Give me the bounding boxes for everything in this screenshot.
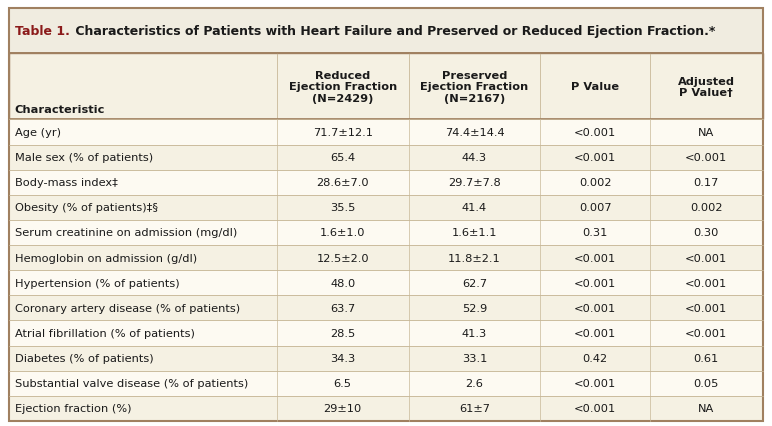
Bar bbox=[9, 9, 763, 54]
Text: <0.001: <0.001 bbox=[574, 128, 616, 138]
Text: <0.001: <0.001 bbox=[574, 378, 616, 388]
Text: 63.7: 63.7 bbox=[330, 303, 355, 313]
Text: 1.6±1.1: 1.6±1.1 bbox=[452, 228, 497, 238]
Text: <0.001: <0.001 bbox=[685, 328, 727, 338]
Text: 0.61: 0.61 bbox=[693, 353, 719, 363]
Text: 0.002: 0.002 bbox=[690, 203, 723, 213]
Text: 28.5: 28.5 bbox=[330, 328, 355, 338]
Text: Ejection fraction (%): Ejection fraction (%) bbox=[15, 403, 131, 413]
Text: 62.7: 62.7 bbox=[462, 278, 487, 288]
Bar bbox=[9, 245, 763, 271]
Text: Hemoglobin on admission (g/dl): Hemoglobin on admission (g/dl) bbox=[15, 253, 197, 263]
Text: Substantial valve disease (% of patients): Substantial valve disease (% of patients… bbox=[15, 378, 248, 388]
Text: Adjusted
P Value†: Adjusted P Value† bbox=[678, 76, 735, 98]
Text: <0.001: <0.001 bbox=[574, 403, 616, 413]
Text: Obesity (% of patients)‡§: Obesity (% of patients)‡§ bbox=[15, 203, 157, 213]
Text: 0.007: 0.007 bbox=[579, 203, 611, 213]
Text: <0.001: <0.001 bbox=[685, 153, 727, 163]
Bar bbox=[9, 170, 763, 195]
Text: Reduced
Ejection Fraction
(N=2429): Reduced Ejection Fraction (N=2429) bbox=[289, 71, 397, 104]
Text: 0.17: 0.17 bbox=[693, 178, 719, 188]
Text: Table 1.: Table 1. bbox=[15, 25, 70, 38]
Bar bbox=[9, 220, 763, 245]
Text: 52.9: 52.9 bbox=[462, 303, 487, 313]
Text: 0.42: 0.42 bbox=[583, 353, 608, 363]
Text: Preserved
Ejection Fraction
(N=2167): Preserved Ejection Fraction (N=2167) bbox=[421, 71, 529, 104]
Text: 0.30: 0.30 bbox=[693, 228, 719, 238]
Bar bbox=[9, 396, 763, 421]
Text: 2.6: 2.6 bbox=[466, 378, 483, 388]
Bar bbox=[9, 120, 763, 145]
Bar bbox=[9, 195, 763, 220]
Text: Body-mass index‡: Body-mass index‡ bbox=[15, 178, 117, 188]
Text: 34.3: 34.3 bbox=[330, 353, 355, 363]
Text: 29.7±7.8: 29.7±7.8 bbox=[449, 178, 501, 188]
Text: Characteristic: Characteristic bbox=[15, 105, 105, 115]
Text: <0.001: <0.001 bbox=[574, 303, 616, 313]
Text: 33.1: 33.1 bbox=[462, 353, 487, 363]
Bar bbox=[9, 345, 763, 371]
Text: <0.001: <0.001 bbox=[574, 328, 616, 338]
Text: Age (yr): Age (yr) bbox=[15, 128, 61, 138]
Text: NA: NA bbox=[698, 403, 714, 413]
Text: <0.001: <0.001 bbox=[685, 278, 727, 288]
Bar bbox=[9, 296, 763, 321]
Text: Serum creatinine on admission (mg/dl): Serum creatinine on admission (mg/dl) bbox=[15, 228, 237, 238]
Text: 12.5±2.0: 12.5±2.0 bbox=[317, 253, 369, 263]
Text: 44.3: 44.3 bbox=[462, 153, 487, 163]
Text: 74.4±14.4: 74.4±14.4 bbox=[445, 128, 504, 138]
Text: 0.31: 0.31 bbox=[582, 228, 608, 238]
Bar bbox=[9, 371, 763, 396]
Text: 35.5: 35.5 bbox=[330, 203, 355, 213]
Text: 1.6±1.0: 1.6±1.0 bbox=[320, 228, 365, 238]
Text: <0.001: <0.001 bbox=[574, 153, 616, 163]
Text: 41.4: 41.4 bbox=[462, 203, 487, 213]
Text: 0.05: 0.05 bbox=[693, 378, 719, 388]
Text: 6.5: 6.5 bbox=[334, 378, 352, 388]
Text: 48.0: 48.0 bbox=[330, 278, 355, 288]
Text: 65.4: 65.4 bbox=[330, 153, 355, 163]
Text: P Value: P Value bbox=[571, 82, 619, 92]
Text: 41.3: 41.3 bbox=[462, 328, 487, 338]
Text: <0.001: <0.001 bbox=[574, 278, 616, 288]
Text: 29±10: 29±10 bbox=[323, 403, 362, 413]
Text: Male sex (% of patients): Male sex (% of patients) bbox=[15, 153, 153, 163]
Text: 61±7: 61±7 bbox=[459, 403, 490, 413]
Text: Characteristics of Patients with Heart Failure and Preserved or Reduced Ejection: Characteristics of Patients with Heart F… bbox=[71, 25, 716, 38]
Bar bbox=[9, 54, 763, 120]
Bar bbox=[9, 321, 763, 346]
Text: <0.001: <0.001 bbox=[574, 253, 616, 263]
Text: 28.6±7.0: 28.6±7.0 bbox=[317, 178, 369, 188]
Text: 0.002: 0.002 bbox=[579, 178, 611, 188]
Text: Coronary artery disease (% of patients): Coronary artery disease (% of patients) bbox=[15, 303, 240, 313]
Text: 11.8±2.1: 11.8±2.1 bbox=[449, 253, 501, 263]
Text: Atrial fibrillation (% of patients): Atrial fibrillation (% of patients) bbox=[15, 328, 195, 338]
Text: <0.001: <0.001 bbox=[685, 253, 727, 263]
Text: Hypertension (% of patients): Hypertension (% of patients) bbox=[15, 278, 179, 288]
Text: 71.7±12.1: 71.7±12.1 bbox=[313, 128, 373, 138]
Text: NA: NA bbox=[698, 128, 714, 138]
Bar bbox=[9, 145, 763, 170]
Text: Diabetes (% of patients): Diabetes (% of patients) bbox=[15, 353, 154, 363]
Bar bbox=[9, 271, 763, 296]
Text: <0.001: <0.001 bbox=[685, 303, 727, 313]
